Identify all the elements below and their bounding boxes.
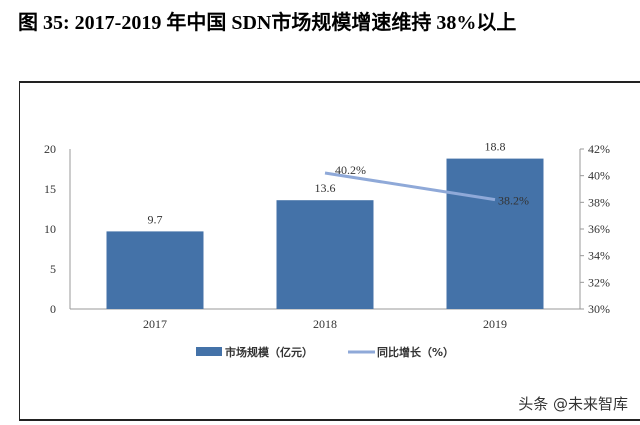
legend-bar-label: 市场规模（亿元）: [225, 345, 313, 359]
x-tick-label: 2017: [143, 317, 167, 331]
line-data-label: 38.2%: [498, 194, 529, 208]
bar: [276, 200, 374, 309]
figure-title: 图 35: 2017-2019 年中国 SDN市场规模增速维持 38%以上: [18, 12, 517, 34]
left-tick-label: 5: [50, 262, 56, 276]
bar-data-label: 9.7: [148, 212, 163, 226]
x-tick-label: 2019: [483, 317, 507, 331]
bar: [106, 231, 204, 309]
right-tick-label: 32%: [588, 275, 610, 289]
legend-line-label: 同比增长（%）: [377, 345, 454, 359]
watermark: 头条 @未来智库: [518, 395, 628, 413]
right-tick-label: 38%: [588, 195, 610, 209]
combo-chart: 0 5 10 15 20 30% 32% 34% 36% 38% 40% 42% 2017 2018 201…: [44, 140, 610, 359]
chart-frame: 0 5 10 15 20 30% 32% 34% 36% 38% 40% 42% 2017 2018 201…: [19, 81, 640, 421]
right-tick-label: 34%: [588, 249, 610, 263]
left-tick-label: 15: [44, 182, 56, 196]
bar-data-label: 18.8: [485, 140, 506, 154]
bar-data-label: 13.6: [315, 181, 336, 195]
right-tick-label: 40%: [588, 169, 610, 183]
bar: [446, 158, 544, 309]
left-tick-label: 10: [44, 222, 56, 236]
x-tick-label: 2018: [313, 317, 337, 331]
right-tick-label: 30%: [588, 302, 610, 316]
line-data-label: 40.2%: [335, 163, 366, 177]
left-tick-label: 20: [44, 142, 56, 156]
legend-bar-swatch: [196, 347, 222, 356]
right-tick-label: 42%: [588, 142, 610, 156]
left-tick-label: 0: [50, 302, 56, 316]
right-tick-label: 36%: [588, 222, 610, 236]
growth-line: [324, 171, 496, 202]
